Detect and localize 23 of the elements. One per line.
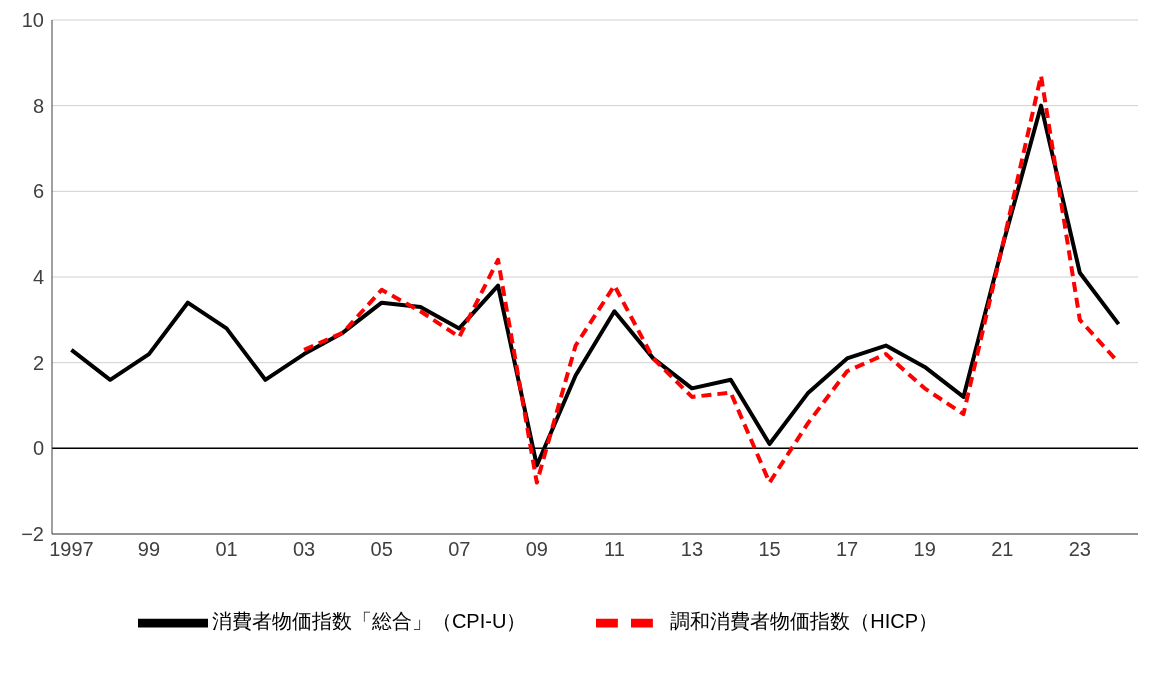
y-tick-label: −2: [21, 523, 44, 546]
x-tick-label: 15: [758, 538, 781, 561]
legend-label: 調和消費者物価指数（HICP）: [670, 610, 939, 633]
x-tick-label: 09: [525, 538, 548, 561]
y-tick-label: 4: [32, 266, 44, 289]
x-tick-label: 23: [1068, 538, 1091, 561]
x-tick-label: 21: [991, 538, 1014, 561]
x-tick-label: 05: [370, 538, 393, 561]
y-tick-label: 8: [32, 94, 44, 117]
x-tick-label: 01: [215, 538, 238, 561]
y-tick-label: 10: [21, 9, 44, 32]
x-tick-label: 03: [292, 538, 316, 561]
y-tick-label: 2: [32, 351, 44, 374]
y-tick-label: 0: [32, 437, 44, 460]
x-tick-label: 99: [137, 538, 161, 561]
x-tick-label: 07: [448, 538, 471, 561]
x-tick-label: 11: [604, 538, 625, 561]
x-tick-label: 19: [913, 538, 936, 561]
y-tick-label: 6: [32, 180, 44, 203]
legend-label: 消費者物価指数「総合」（CPI-U）: [211, 610, 527, 633]
x-tick-label: 17: [835, 538, 859, 561]
x-tick-label: 1997: [49, 538, 94, 561]
x-tick-label: 13: [680, 538, 704, 561]
